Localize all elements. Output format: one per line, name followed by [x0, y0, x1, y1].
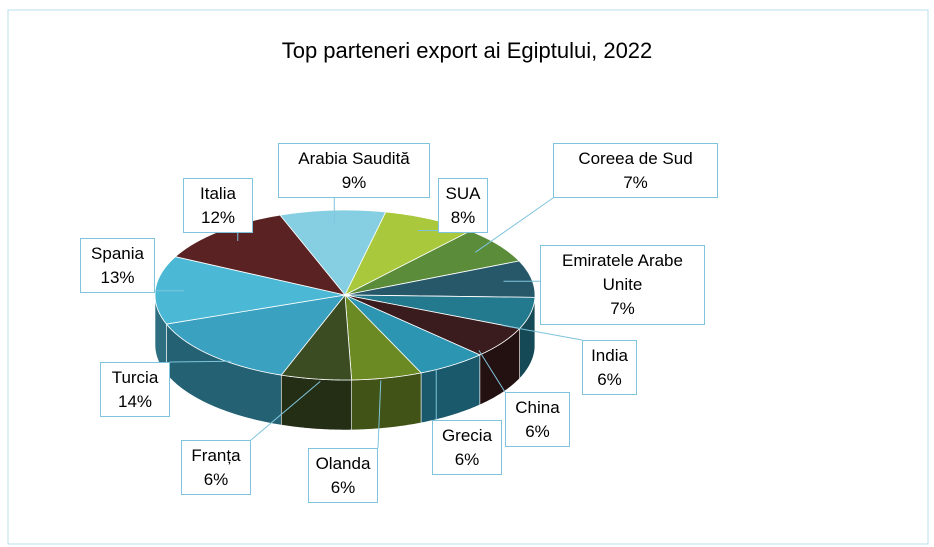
data-label: Spania 13%: [80, 238, 155, 293]
leader-line: [475, 197, 554, 253]
chart-title: Top parteneri export ai Egiptului, 2022: [281, 38, 653, 63]
data-label: Franța 6%: [181, 440, 251, 495]
label-value: 6%: [330, 477, 356, 497]
pie-slice: [344, 294, 481, 374]
pie-slice: [344, 294, 521, 356]
pie-slice: [344, 294, 536, 329]
label-name: Emiratele Arabe Unite: [562, 251, 683, 294]
label-name: Arabia Saudită: [298, 148, 410, 168]
label-value: 6%: [597, 369, 622, 389]
data-label: Olanda 6%: [308, 448, 378, 503]
data-label: SUA 8%: [438, 178, 488, 233]
label-name: China: [515, 397, 560, 417]
leader-line: [502, 325, 583, 341]
data-label: Arabia Saudită 9%: [278, 143, 430, 198]
chart-frame: [7, 9, 929, 545]
pie-slice: [165, 294, 346, 376]
data-label: China 6%: [505, 392, 570, 447]
label-name: Spania: [91, 243, 144, 263]
data-label: Italia 12%: [183, 178, 253, 233]
pie-slice: [279, 209, 387, 296]
pie-slice: [280, 293, 353, 381]
pie-slice: [344, 260, 536, 298]
slice-side: [280, 374, 352, 431]
leader-line: [169, 360, 232, 363]
pie-slice: [344, 293, 422, 381]
label-value: 7%: [610, 299, 635, 318]
label-name: Italia: [200, 183, 236, 203]
data-label: Grecia 6%: [432, 420, 502, 475]
label-value: 6%: [454, 449, 480, 469]
label-value: 8%: [450, 207, 476, 227]
label-name: Olanda: [315, 453, 371, 473]
pie-slice: [154, 256, 346, 325]
leader-line: [478, 350, 506, 393]
data-label: Emiratele Arabe Unite 7%: [540, 245, 705, 325]
label-name: Grecia: [441, 425, 493, 445]
pie-tops: [154, 209, 536, 381]
data-label: Turcia 14%: [100, 362, 170, 417]
pie-slice: [344, 230, 520, 296]
label-name: Turcia: [111, 367, 159, 387]
label-value: 14%: [117, 391, 153, 411]
label-name: SUA: [445, 183, 481, 203]
label-value: 13%: [100, 267, 135, 287]
label-name: Coreea de Sud: [578, 148, 693, 168]
label-value: 12%: [200, 207, 236, 227]
label-name: Franța: [191, 445, 241, 465]
label-value: 7%: [623, 172, 648, 192]
label-value: 9%: [341, 172, 367, 192]
label-value: 6%: [525, 421, 550, 441]
leader-line: [377, 380, 382, 449]
data-label: Coreea de Sud 7%: [553, 143, 718, 198]
data-label: India 6%: [582, 340, 637, 395]
slice-side: [351, 372, 422, 431]
leader-line: [250, 381, 321, 441]
label-value: 6%: [203, 469, 229, 489]
label-name: India: [591, 345, 628, 365]
